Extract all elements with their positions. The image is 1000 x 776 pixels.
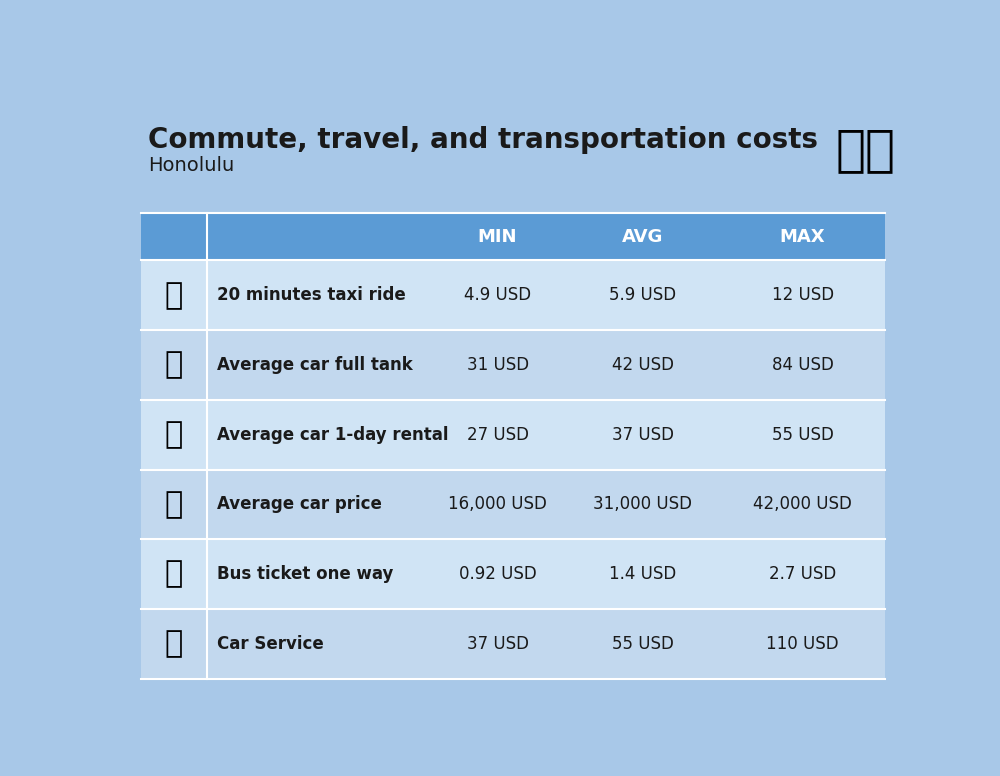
Text: 31,000 USD: 31,000 USD xyxy=(593,495,692,514)
Bar xyxy=(207,469,431,539)
Text: 110 USD: 110 USD xyxy=(766,635,839,653)
Text: 1.4 USD: 1.4 USD xyxy=(609,565,676,583)
Text: Bus ticket one way: Bus ticket one way xyxy=(217,565,393,583)
Bar xyxy=(207,330,431,400)
Text: 5.9 USD: 5.9 USD xyxy=(609,286,676,304)
Bar xyxy=(721,400,885,469)
Text: Commute, travel, and transportation costs: Commute, travel, and transportation cost… xyxy=(148,126,818,154)
Bar xyxy=(207,400,431,469)
Bar xyxy=(431,609,565,679)
Bar xyxy=(140,213,207,261)
Bar xyxy=(140,469,207,539)
Text: 🚕: 🚕 xyxy=(165,281,183,310)
Bar xyxy=(431,400,565,469)
Text: 16,000 USD: 16,000 USD xyxy=(448,495,547,514)
Text: 🚘: 🚘 xyxy=(165,629,183,658)
Bar xyxy=(721,330,885,400)
Bar xyxy=(565,330,721,400)
Text: 42 USD: 42 USD xyxy=(612,356,674,374)
Text: AVG: AVG xyxy=(622,227,663,245)
Text: ⛽: ⛽ xyxy=(165,351,183,379)
Bar xyxy=(207,213,431,261)
Bar xyxy=(207,261,431,330)
Bar xyxy=(565,539,721,609)
Text: 🚙: 🚙 xyxy=(165,420,183,449)
Bar xyxy=(721,261,885,330)
Text: Average car price: Average car price xyxy=(217,495,382,514)
Text: Car Service: Car Service xyxy=(217,635,324,653)
Bar xyxy=(140,400,207,469)
Text: MAX: MAX xyxy=(780,227,825,245)
Text: 2.7 USD: 2.7 USD xyxy=(769,565,836,583)
Bar xyxy=(431,213,565,261)
Bar xyxy=(207,609,431,679)
Bar xyxy=(431,539,565,609)
Bar xyxy=(431,330,565,400)
Text: 🚗: 🚗 xyxy=(165,490,183,519)
Text: 🚌: 🚌 xyxy=(165,559,183,589)
Text: 4.9 USD: 4.9 USD xyxy=(464,286,531,304)
Text: 84 USD: 84 USD xyxy=(772,356,834,374)
Bar xyxy=(721,609,885,679)
Text: Average car 1-day rental: Average car 1-day rental xyxy=(217,426,448,444)
Text: 12 USD: 12 USD xyxy=(772,286,834,304)
Text: 55 USD: 55 USD xyxy=(612,635,674,653)
Text: 37 USD: 37 USD xyxy=(612,426,674,444)
Text: 42,000 USD: 42,000 USD xyxy=(753,495,852,514)
Bar xyxy=(565,261,721,330)
Text: 🇺🇸: 🇺🇸 xyxy=(835,126,895,174)
Bar xyxy=(565,469,721,539)
Text: Honolulu: Honolulu xyxy=(148,156,234,175)
Text: 37 USD: 37 USD xyxy=(467,635,529,653)
Bar xyxy=(140,609,207,679)
Text: Average car full tank: Average car full tank xyxy=(217,356,413,374)
Text: 27 USD: 27 USD xyxy=(467,426,529,444)
Text: 0.92 USD: 0.92 USD xyxy=(459,565,536,583)
Text: MIN: MIN xyxy=(478,227,517,245)
Bar xyxy=(565,400,721,469)
Bar xyxy=(431,261,565,330)
Bar xyxy=(140,539,207,609)
Bar xyxy=(565,213,721,261)
Bar xyxy=(431,469,565,539)
Bar xyxy=(721,213,885,261)
Bar xyxy=(565,609,721,679)
Text: 31 USD: 31 USD xyxy=(467,356,529,374)
Bar xyxy=(207,539,431,609)
Bar xyxy=(140,330,207,400)
Bar xyxy=(721,469,885,539)
Text: 20 minutes taxi ride: 20 minutes taxi ride xyxy=(217,286,406,304)
Bar xyxy=(721,539,885,609)
Bar xyxy=(140,261,207,330)
Text: 55 USD: 55 USD xyxy=(772,426,834,444)
